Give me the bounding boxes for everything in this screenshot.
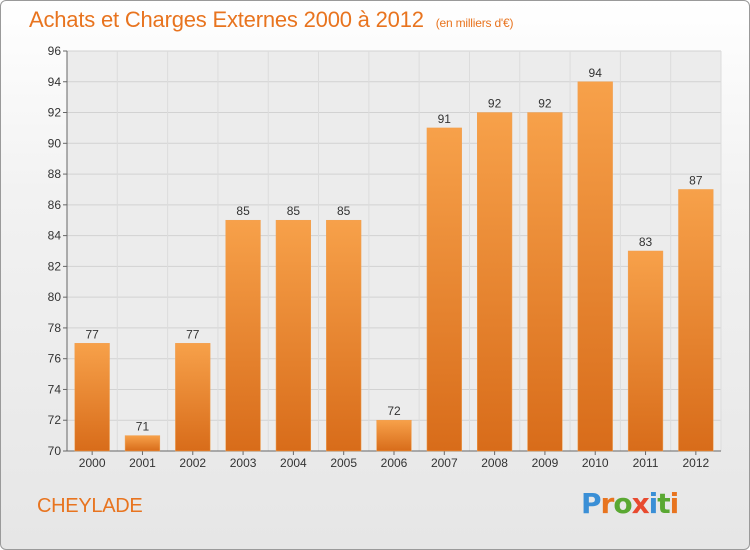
y-tick-label: 70 [48,444,62,458]
data-label: 77 [85,327,99,341]
data-label: 71 [136,420,150,434]
y-tick-label: 88 [48,167,62,181]
bar-2000 [74,343,110,452]
grid-lines [66,50,722,452]
bar-2003 [225,219,261,452]
x-tick-label: 2006 [381,456,408,470]
x-tick-label: 2010 [582,456,609,470]
data-label: 83 [639,235,653,249]
logo-letter: x [631,487,650,520]
x-tick-label: 2007 [431,456,458,470]
x-tick-label: 2004 [280,456,307,470]
x-tick-label: 2009 [532,456,559,470]
x-tick-label: 2012 [682,456,709,470]
chart-subtitle: (en milliers d'€) [435,16,514,30]
y-tick-label: 78 [48,321,62,335]
data-label: 92 [538,97,552,111]
bar-2001 [124,435,161,452]
y-tick-label: 84 [48,229,62,243]
y-tick-label: 86 [48,198,62,212]
logo-letter: i [669,487,680,520]
chart-title: Achats et Charges Externes 2000 à 2012 (… [29,7,513,33]
bar-2005 [326,219,362,452]
bar-2009 [527,112,563,452]
plot-area [67,51,721,451]
bar-2012 [678,189,714,452]
x-tick-label: 2000 [79,456,106,470]
town-name: CHEYLADE [37,495,143,517]
proxiti-logo: Proxiti [581,487,680,520]
bar-2010 [577,81,613,452]
x-tick-label: 2002 [179,456,206,470]
x-tick-label: 2005 [330,456,357,470]
y-tick-label: 92 [48,106,62,120]
logo-letter: o [613,487,632,520]
y-tick-label: 76 [48,352,62,366]
bar-2002 [175,343,211,452]
data-label: 77 [186,327,200,341]
data-label: 91 [438,112,452,126]
y-tick-label: 82 [48,259,62,273]
data-label: 72 [387,404,401,418]
data-label: 92 [488,97,502,111]
y-tick-label: 72 [48,413,62,427]
y-tick-label: 90 [48,136,62,150]
logo-letter: i [648,487,659,520]
x-tick-label: 2001 [129,456,156,470]
bar-2006 [376,419,412,452]
y-tick-label: 74 [48,382,62,396]
bar-2008 [477,112,513,452]
chart-title-text: Achats et Charges Externes 2000 à 2012 [29,7,424,32]
labels: 70 72 74 76 78 80 82 84 86 88 90 92 94 96 77 2000 71 2001… [48,44,710,470]
bar-2011 [627,250,664,452]
bar-2004 [275,219,311,452]
data-label: 87 [689,173,703,187]
logo-letter: P [581,487,602,520]
bars [74,81,714,452]
x-tick-label: 2003 [230,456,257,470]
logo-letter: r [600,487,615,520]
data-label: 85 [287,204,301,218]
bar-2007 [426,127,462,452]
logo-letter: t [657,487,670,520]
data-label: 85 [236,204,250,218]
x-tick-label: 2008 [481,456,508,470]
y-tick-label: 96 [48,44,62,58]
y-tick-label: 80 [48,290,62,304]
data-label: 85 [337,204,351,218]
data-label: 94 [589,66,603,80]
y-tick-label: 94 [48,75,62,89]
x-tick-label: 2011 [633,456,659,470]
